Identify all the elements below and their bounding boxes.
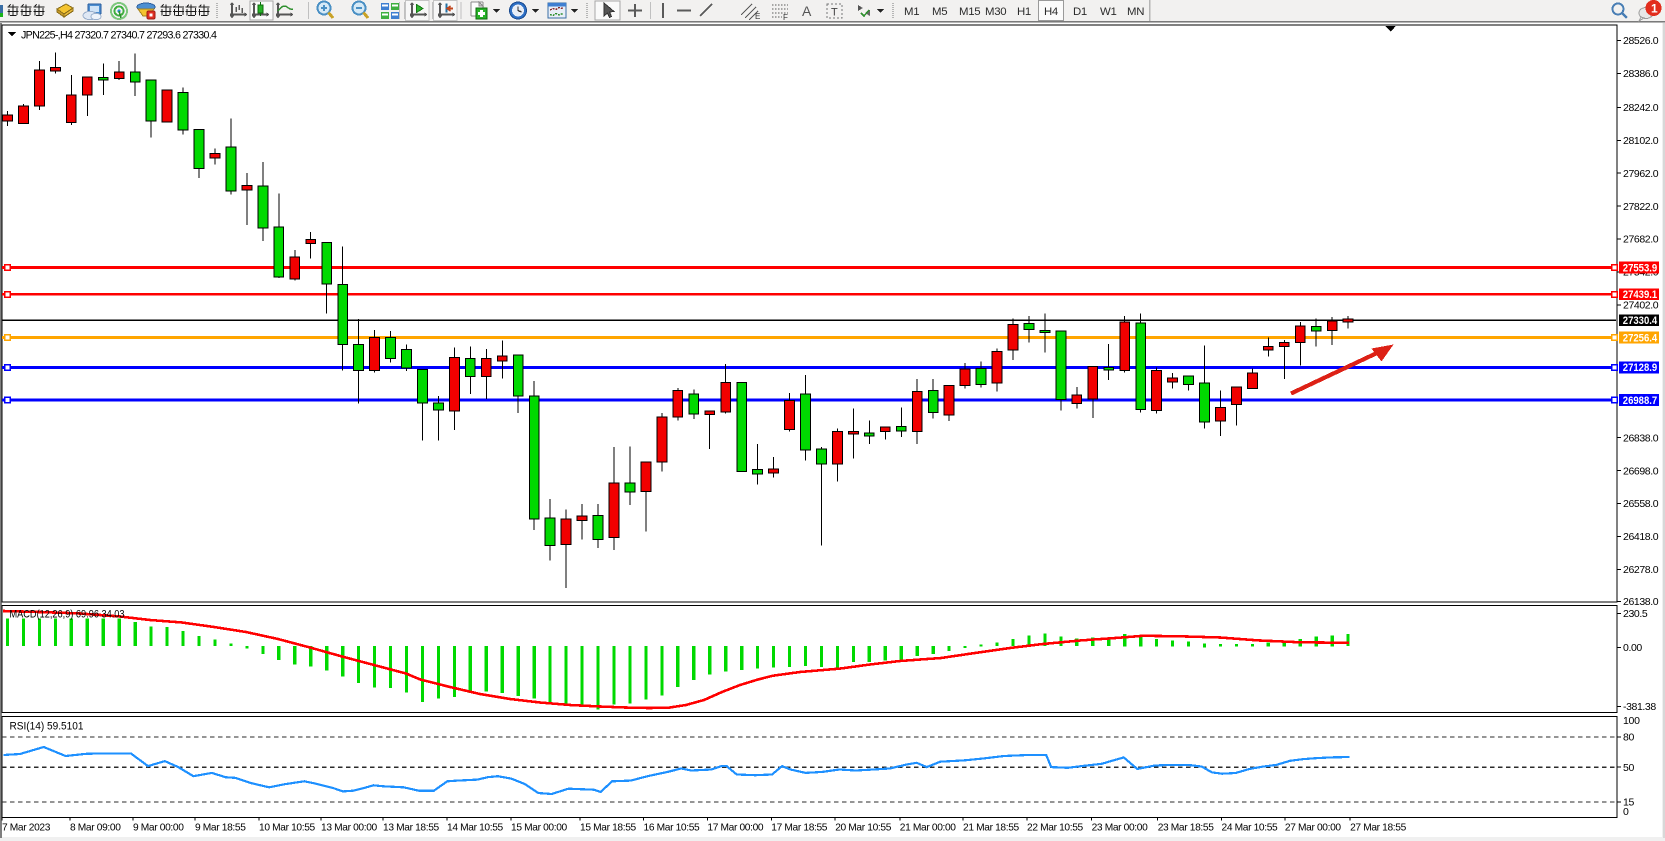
svg-text:28386.0: 28386.0: [1623, 68, 1659, 80]
svg-text:26838.0: 26838.0: [1623, 432, 1659, 444]
svg-text:JPN225-,H4 27320.7 27340.7 27: JPN225-,H4 27320.7 27340.7 27293.6 27330…: [21, 30, 217, 42]
svg-text:27128.9: 27128.9: [1623, 362, 1657, 374]
svg-text:0: 0: [1623, 806, 1629, 818]
svg-text:D1: D1: [1073, 6, 1087, 18]
svg-text:10 Mar 10:55: 10 Mar 10:55: [259, 823, 316, 834]
svg-text:28242.0: 28242.0: [1623, 102, 1659, 114]
svg-text:0.00: 0.00: [1623, 642, 1642, 654]
svg-text:MACD(12,26,9) 69.96 34.03: MACD(12,26,9) 69.96 34.03: [10, 609, 125, 621]
svg-text:27553.9: 27553.9: [1623, 262, 1657, 274]
svg-text:26418.0: 26418.0: [1623, 531, 1659, 543]
svg-text:27330.4: 27330.4: [1623, 315, 1657, 327]
svg-text:28102.0: 28102.0: [1623, 135, 1659, 147]
svg-text:W1: W1: [1100, 6, 1117, 18]
svg-text:17 Mar 18:55: 17 Mar 18:55: [771, 823, 828, 834]
svg-text:27962.0: 27962.0: [1623, 168, 1659, 180]
svg-text:27 Mar 18:55: 27 Mar 18:55: [1350, 823, 1407, 834]
svg-text:26558.0: 26558.0: [1623, 498, 1659, 510]
svg-text:15 Mar 00:00: 15 Mar 00:00: [511, 823, 568, 834]
svg-text:F: F: [783, 13, 788, 22]
svg-text:26988.7: 26988.7: [1623, 395, 1657, 407]
svg-text:M1: M1: [904, 6, 919, 18]
svg-text:RSI(14) 59.5101: RSI(14) 59.5101: [10, 721, 84, 733]
svg-text:230.5: 230.5: [1623, 608, 1648, 620]
svg-text:E: E: [755, 12, 760, 21]
svg-text:T: T: [831, 7, 838, 19]
svg-text:H4: H4: [1044, 6, 1058, 18]
svg-text:M30: M30: [985, 6, 1006, 18]
svg-text:H1: H1: [1017, 6, 1031, 18]
svg-text:20 Mar 10:55: 20 Mar 10:55: [835, 823, 892, 834]
svg-text:7 Mar 2023: 7 Mar 2023: [2, 823, 51, 834]
svg-text:14 Mar 10:55: 14 Mar 10:55: [447, 823, 504, 834]
svg-text:13 Mar 00:00: 13 Mar 00:00: [321, 823, 378, 834]
svg-text:28526.0: 28526.0: [1623, 35, 1659, 47]
svg-text:80: 80: [1623, 732, 1635, 744]
svg-text:100: 100: [1623, 715, 1640, 727]
svg-text:27682.0: 27682.0: [1623, 234, 1659, 246]
svg-text:9 Mar 00:00: 9 Mar 00:00: [133, 823, 184, 834]
svg-text:M15: M15: [959, 6, 980, 18]
svg-text:15 Mar 18:55: 15 Mar 18:55: [580, 823, 637, 834]
svg-text:23 Mar 18:55: 23 Mar 18:55: [1158, 823, 1215, 834]
svg-text:22 Mar 10:55: 22 Mar 10:55: [1027, 823, 1084, 834]
svg-text:26698.0: 26698.0: [1623, 465, 1659, 477]
svg-text:27256.4: 27256.4: [1623, 332, 1657, 344]
svg-text:50: 50: [1623, 762, 1635, 774]
svg-text:21 Mar 18:55: 21 Mar 18:55: [963, 823, 1020, 834]
svg-text:16 Mar 10:55: 16 Mar 10:55: [644, 823, 701, 834]
svg-text:23 Mar 00:00: 23 Mar 00:00: [1092, 823, 1149, 834]
svg-text:27 Mar 00:00: 27 Mar 00:00: [1285, 823, 1342, 834]
svg-text:1: 1: [1651, 2, 1658, 16]
svg-text:9 Mar 18:55: 9 Mar 18:55: [195, 823, 246, 834]
svg-text:17 Mar 00:00: 17 Mar 00:00: [707, 823, 764, 834]
svg-text:21 Mar 00:00: 21 Mar 00:00: [900, 823, 957, 834]
svg-text:27402.0: 27402.0: [1623, 300, 1659, 312]
svg-text:13 Mar 18:55: 13 Mar 18:55: [383, 823, 440, 834]
svg-text:MN: MN: [1127, 6, 1144, 18]
svg-text:27822.0: 27822.0: [1623, 201, 1659, 213]
svg-text:27439.1: 27439.1: [1623, 289, 1657, 301]
svg-text:15: 15: [1623, 797, 1635, 809]
svg-text:-381.38: -381.38: [1623, 701, 1656, 713]
svg-text:24 Mar 10:55: 24 Mar 10:55: [1222, 823, 1279, 834]
svg-text:26278.0: 26278.0: [1623, 564, 1659, 576]
svg-text:A: A: [802, 3, 812, 19]
svg-text:M5: M5: [932, 6, 947, 18]
svg-text:26138.0: 26138.0: [1623, 596, 1659, 608]
svg-text:8 Mar 09:00: 8 Mar 09:00: [70, 823, 121, 834]
